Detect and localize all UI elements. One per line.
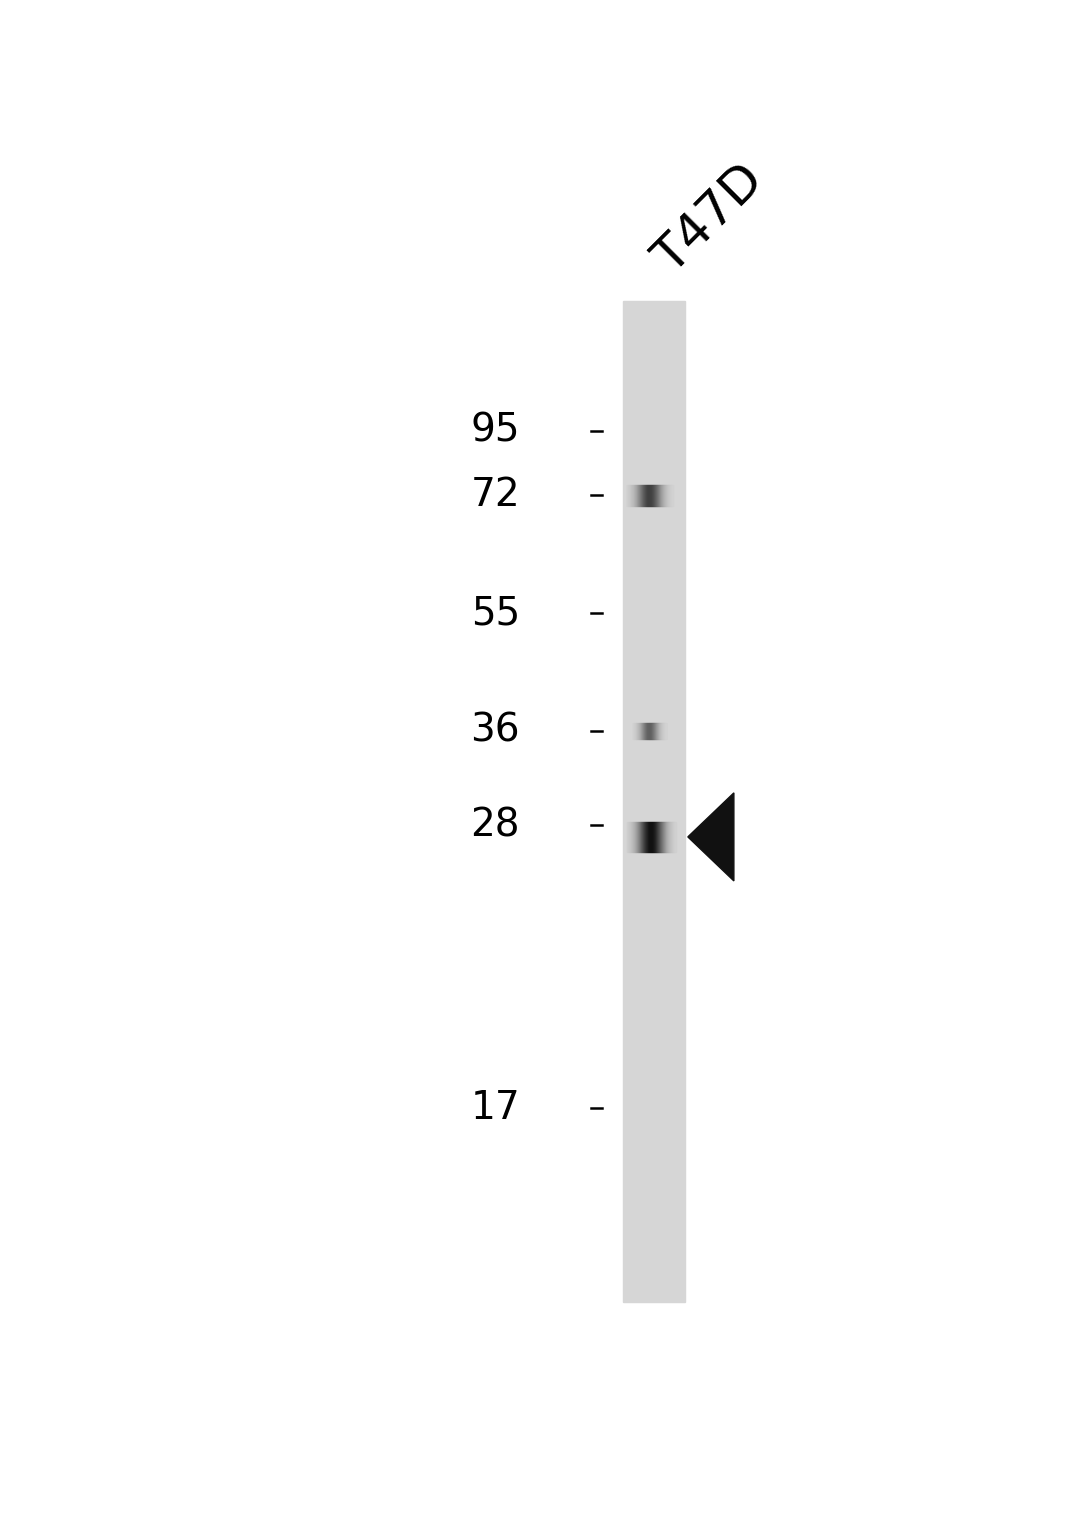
Bar [622,301,686,1303]
Text: T47D: T47D [646,156,773,283]
Text: 17: 17 [470,1089,521,1127]
Text: 28: 28 [471,806,521,844]
Text: 95: 95 [471,411,521,450]
Text: 55: 55 [471,595,521,631]
Text: 72: 72 [471,477,521,514]
Text: 36: 36 [471,713,521,749]
Polygon shape [688,794,734,881]
